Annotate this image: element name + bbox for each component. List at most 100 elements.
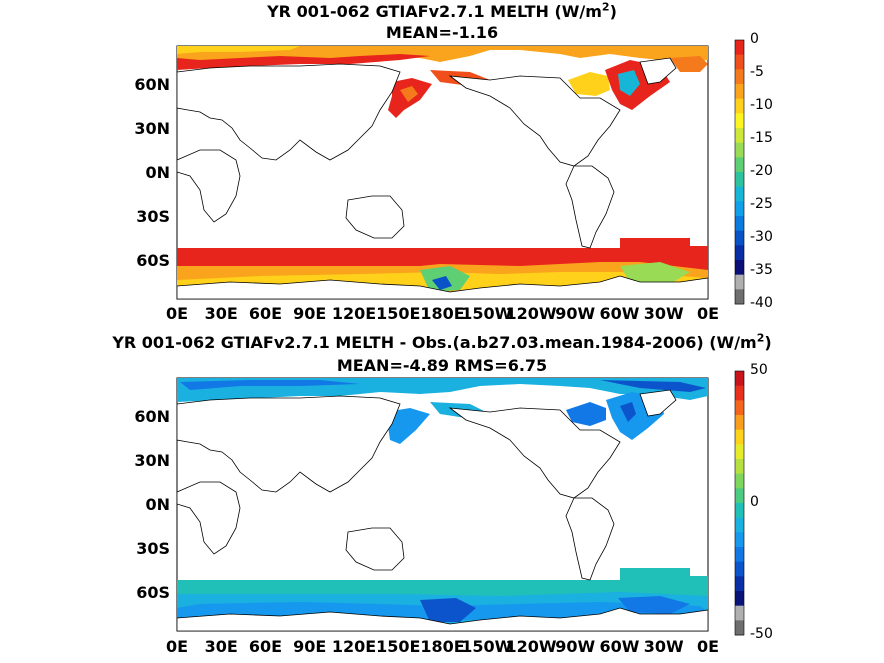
panel2-colorbar-border bbox=[734, 370, 745, 636]
panel1-antarctica bbox=[176, 275, 709, 300]
panel1-xlabel-6: 180E bbox=[420, 304, 465, 323]
panel1-colorbar-swatch bbox=[735, 245, 744, 261]
panel1-colorbar-swatch bbox=[735, 54, 744, 70]
panel1-ylabel-0n: 0N bbox=[145, 163, 170, 182]
panel1-colorbar-label-6: -30 bbox=[750, 229, 773, 245]
panel1-ylabel-60n: 60N bbox=[134, 75, 170, 94]
panel2-colorbar-swatch bbox=[735, 576, 744, 592]
panel1-xlabel-1: 30E bbox=[204, 304, 238, 323]
panel2-title-sup: 2 bbox=[756, 331, 765, 345]
panel1-xlabel-0: 0E bbox=[165, 304, 189, 323]
panel2-colorbar-label-0: 50 bbox=[750, 362, 768, 378]
panel2-xlabel-9: 90W bbox=[555, 637, 596, 656]
panel2-colorbar-swatch bbox=[735, 503, 744, 519]
panel2-colorbar-swatch bbox=[735, 473, 744, 489]
panel1-colorbar-swatch bbox=[735, 230, 744, 246]
panel1-colorbar-swatch bbox=[735, 216, 744, 232]
panel2-colorbar-swatch bbox=[735, 605, 744, 621]
panel2-colorbar-swatch bbox=[735, 444, 744, 460]
panel2-colorbar-label-1: 0 bbox=[750, 494, 759, 510]
panel2-labrador-deep bbox=[620, 402, 636, 422]
panel2-hudson bbox=[566, 402, 606, 426]
panel1-title-text: YR 001-062 GTIAFv2.7.1 MELTH (W/m bbox=[267, 2, 602, 21]
panel1-colorbar-border bbox=[734, 39, 745, 305]
panel2-xlabel-2: 60E bbox=[248, 637, 283, 656]
panel1-ylabel-30s: 30S bbox=[136, 207, 170, 226]
panel1-xlabel-11: 30W bbox=[643, 304, 684, 323]
panel2-colorbar-swatch bbox=[735, 459, 744, 475]
panel1-arctic-field bbox=[177, 46, 708, 66]
panel2-ross-deep bbox=[420, 598, 476, 622]
panel2-weddell-deep bbox=[618, 596, 690, 614]
panel2-ylabel-30n: 30N bbox=[134, 451, 170, 470]
panel1-xlabel-12: 0E bbox=[696, 304, 720, 323]
panel1-colorbar-swatch bbox=[735, 289, 744, 305]
panel2-colorbar-swatch bbox=[735, 517, 744, 533]
panel1-xlabel-3: 90E bbox=[293, 304, 327, 323]
panel1-xlabel-4: 120E bbox=[331, 304, 377, 323]
panel1-title: YR 001-062 GTIAFv2.7.1 MELTH (W/m2) bbox=[0, 2, 884, 21]
panel2-stats: MEAN=-4.89 RMS=6.75 bbox=[336, 356, 548, 375]
panel2-xlabel-0: 0E bbox=[165, 637, 189, 656]
panel2-colorbar-swatch bbox=[735, 400, 744, 416]
panel1-colorbar-swatch bbox=[735, 186, 744, 202]
panel2-colorbar-swatch bbox=[735, 385, 744, 401]
panel1-colorbar-swatch bbox=[735, 84, 744, 100]
panel1-colorbar-label-8: -40 bbox=[750, 295, 773, 311]
panel2-ylabel-0n: 0N bbox=[145, 495, 170, 514]
panel2-colorbar-swatch bbox=[735, 547, 744, 563]
panel1-colorbar-label-0: 0 bbox=[750, 31, 759, 47]
panel1-xlabel-8: 120W bbox=[505, 304, 557, 323]
panel2-map bbox=[176, 377, 709, 632]
panel1-colorbar-swatch bbox=[735, 274, 744, 290]
panel1-ross-sea-deep bbox=[432, 276, 452, 290]
panel2-ylabel-60s: 60S bbox=[136, 583, 170, 602]
panel2-colorbar-swatch bbox=[735, 532, 744, 548]
panel2-xlabel-8: 120W bbox=[505, 637, 557, 656]
panel1-continents bbox=[176, 57, 677, 249]
panel2-okhotsk bbox=[386, 408, 430, 444]
panel1-colorbar-swatch bbox=[735, 113, 744, 129]
panel2-ylabel-30s: 30S bbox=[136, 539, 170, 558]
panel1-colorbar-label-1: -5 bbox=[750, 64, 764, 80]
panel1-colorbar-swatch bbox=[735, 69, 744, 85]
panel2-antarctica bbox=[176, 607, 709, 632]
panel1-xlabel-9: 90W bbox=[555, 304, 596, 323]
panel2-xlabel-4: 120E bbox=[331, 637, 377, 656]
panel2-colorbar-swatch bbox=[735, 591, 744, 607]
panel1-colorbar-label-2: -10 bbox=[750, 97, 773, 113]
panel2-xlabel-6: 180E bbox=[420, 637, 465, 656]
panel2-xlabel-3: 90E bbox=[293, 637, 327, 656]
panel2-colorbar bbox=[734, 370, 745, 636]
panel1-hudson bbox=[568, 72, 610, 96]
panel1-mean: MEAN=-1.16 bbox=[385, 23, 499, 42]
panel1-colorbar-swatch bbox=[735, 172, 744, 188]
panel1-colorbar bbox=[734, 39, 745, 305]
panel1-colorbar-swatch bbox=[735, 142, 744, 158]
panel1-xlabel-7: 150W bbox=[461, 304, 513, 323]
panel1-title-sup: 2 bbox=[601, 0, 610, 14]
panel1-colorbar-label-4: -20 bbox=[750, 163, 773, 179]
panel1-xlabel-2: 60E bbox=[248, 304, 283, 323]
panel1-colorbar-label-5: -25 bbox=[750, 196, 773, 212]
panel2-xlabel-11: 30W bbox=[643, 637, 684, 656]
panel2-xlabel-1: 30E bbox=[204, 637, 238, 656]
panel2-colorbar-swatch bbox=[735, 415, 744, 431]
panel2-xlabel-7: 150W bbox=[461, 637, 513, 656]
panel1-colorbar-swatch bbox=[735, 98, 744, 114]
panel2-colorbar-swatch bbox=[735, 488, 744, 504]
panel2-title-close: ) bbox=[764, 333, 772, 352]
panel1-colorbar-label-7: -35 bbox=[750, 262, 773, 278]
panel1-labrador-inner bbox=[618, 70, 640, 96]
panel1-arctic-red bbox=[177, 54, 430, 70]
panel1-arctic-yellow bbox=[177, 46, 300, 54]
panel1-colorbar-label-3: -15 bbox=[750, 130, 773, 146]
panel2-title: YR 001-062 GTIAFv2.7.1 MELTH - Obs.(a.b2… bbox=[0, 333, 884, 352]
panel2-colorbar-swatch bbox=[735, 561, 744, 577]
panel1-colorbar-swatch bbox=[735, 260, 744, 276]
panel2-colorbar-label-2: -50 bbox=[750, 626, 773, 642]
panel2-ylabel-60n: 60N bbox=[134, 407, 170, 426]
panel1-title-close: ) bbox=[609, 2, 617, 21]
panel1-xlabel-10: 60W bbox=[599, 304, 640, 323]
